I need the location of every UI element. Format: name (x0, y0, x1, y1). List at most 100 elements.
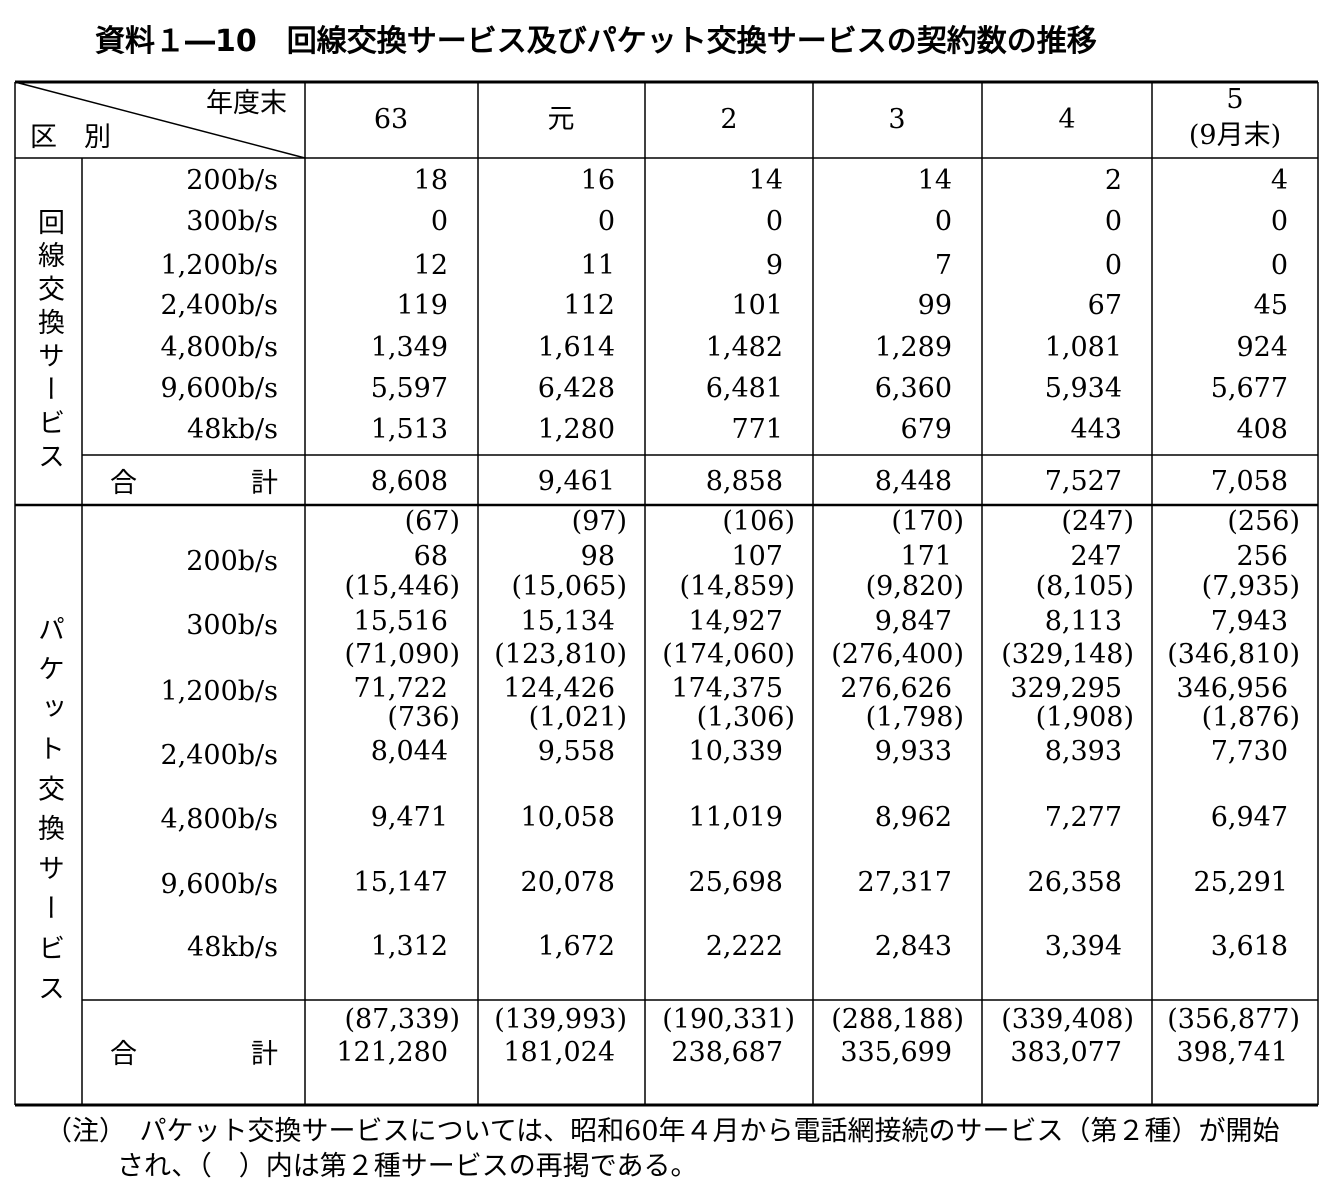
cell: 7,943 (1210, 606, 1288, 637)
column-header: 4 (1058, 104, 1076, 135)
cell: 9,558 (537, 736, 615, 767)
cell: 25,291 (1193, 867, 1288, 898)
cell: 99 (917, 290, 952, 321)
cell-sub: (1,021) (528, 702, 627, 733)
cell-sub: (276,400) (831, 639, 964, 670)
cell-total: 335,699 (840, 1037, 952, 1068)
cell: 68 (413, 541, 448, 572)
cell-sub: (1,306) (696, 702, 795, 733)
cell-sub: (1,876) (1201, 702, 1300, 733)
row-label: 2,400b/s (160, 740, 278, 771)
cell-total: 383,077 (1010, 1037, 1122, 1068)
cell-sub: (9,820) (865, 571, 964, 602)
cell-sub: (1,908) (1035, 702, 1134, 733)
cell: 329,295 (1010, 673, 1122, 704)
cell: 679 (900, 414, 952, 445)
cell: 8,044 (370, 736, 448, 767)
cell-sub: (15,446) (344, 571, 460, 602)
cell: 2,843 (874, 931, 952, 962)
cell: 6,428 (537, 373, 615, 404)
column-header: 63 (373, 104, 409, 135)
cell: 1,289 (874, 332, 952, 363)
row-label: 4,800b/s (160, 804, 278, 835)
row-label: 9,600b/s (160, 373, 278, 404)
cell: 174,375 (671, 673, 783, 704)
cell: 0 (1104, 206, 1122, 237)
cell: 1,280 (537, 414, 615, 445)
cell-sub: (87,339) (344, 1004, 460, 1035)
cell: 9,471 (370, 802, 448, 833)
column-header-sub: (9月末) (1188, 120, 1282, 151)
row-label: 200b/s (186, 165, 278, 196)
cell: 1,672 (537, 931, 615, 962)
column-header: 2 (720, 104, 738, 135)
cell: 443 (1070, 414, 1122, 445)
cell-total: 7,527 (1044, 466, 1122, 497)
cell: 6,360 (874, 373, 952, 404)
cell: 10,058 (520, 802, 615, 833)
cell-total: 238,687 (671, 1037, 783, 1068)
corner-bottom: 区 別 (30, 122, 111, 153)
cell: 346,956 (1176, 673, 1288, 704)
cell: 1,081 (1044, 332, 1122, 363)
cell-sub: (356,877) (1167, 1004, 1300, 1035)
cell-total: 9,461 (537, 466, 615, 497)
cell: 10,339 (688, 736, 783, 767)
row-label: 300b/s (186, 206, 278, 237)
cell: 119 (396, 290, 448, 321)
cell: 8,962 (874, 802, 952, 833)
cell: 11,019 (688, 802, 783, 833)
cell: 0 (765, 206, 783, 237)
cell: 12 (413, 250, 448, 281)
group-label: 回線交換サービス (33, 208, 64, 473)
cell-sub: (8,105) (1035, 571, 1134, 602)
cell: 1,513 (370, 414, 448, 445)
row-label: 1,200b/s (160, 250, 278, 281)
cell-sub: (14,859) (679, 571, 795, 602)
cell-sub: (123,810) (494, 639, 627, 670)
cell: 18 (413, 165, 448, 196)
cell: 7,277 (1044, 802, 1122, 833)
cell-sub: (346,810) (1167, 639, 1300, 670)
cell: 8,113 (1044, 606, 1122, 637)
cell: 771 (731, 414, 783, 445)
cell-sub: (288,188) (831, 1004, 964, 1035)
cell: 5,677 (1210, 373, 1288, 404)
cell: 9 (765, 250, 783, 281)
cell: 3,394 (1044, 931, 1122, 962)
cell-total: 398,741 (1176, 1037, 1288, 1068)
cell: 1,482 (705, 332, 783, 363)
row-label: 200b/s (186, 546, 278, 577)
cell: 16 (580, 165, 615, 196)
cell-sub: (1,798) (865, 702, 964, 733)
cell: 256 (1236, 541, 1288, 572)
total-label: 合 計 (110, 1039, 278, 1070)
cell-sub: (256) (1227, 506, 1300, 537)
cell: 924 (1236, 332, 1288, 363)
cell-sub: (106) (722, 506, 795, 537)
cell: 5,597 (370, 373, 448, 404)
cell: 14 (917, 165, 952, 196)
column-header: 5 (1226, 84, 1244, 115)
cell: 11 (580, 250, 615, 281)
row-label: 2,400b/s (160, 290, 278, 321)
cell: 112 (563, 290, 615, 321)
cell: 247 (1070, 541, 1122, 572)
cell: 20,078 (520, 867, 615, 898)
corner-top: 年度末 (206, 88, 287, 119)
cell: 14,927 (688, 606, 783, 637)
row-label: 48kb/s (187, 414, 278, 445)
cell: 0 (1270, 250, 1288, 281)
cell-total: 121,280 (336, 1037, 448, 1068)
cell: 408 (1236, 414, 1288, 445)
column-header: 3 (888, 104, 906, 135)
cell-sub: (139,993) (494, 1004, 627, 1035)
column-header: 元 (547, 104, 575, 135)
cell: 9,847 (874, 606, 952, 637)
cell: 3,618 (1210, 931, 1288, 962)
cell: 2 (1104, 165, 1122, 196)
cell-total: 7,058 (1210, 466, 1288, 497)
cell: 15,516 (353, 606, 448, 637)
